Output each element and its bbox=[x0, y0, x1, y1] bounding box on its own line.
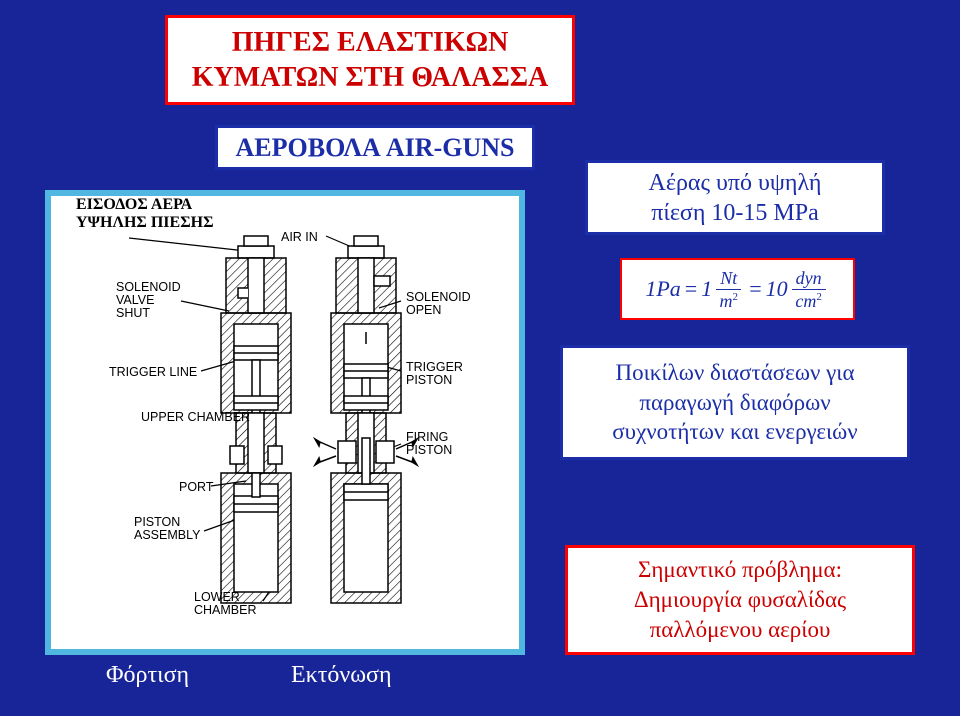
info2-line1: Ποικίλων διαστάσεων για bbox=[615, 358, 854, 388]
inlet-line1: ΕΙΣΟΔΟΣ ΑΕΡΑ bbox=[76, 196, 192, 213]
formula-eq1: = bbox=[685, 276, 697, 302]
info2-line2: παραγωγή διαφόρων bbox=[639, 388, 830, 418]
info3-line1: Σημαντικό πρόβλημα: bbox=[638, 555, 842, 585]
label-piston-assembly: PISTON ASSEMBLY bbox=[134, 516, 200, 542]
formula-num1: Nt bbox=[716, 269, 741, 290]
info1-line1: Αέρας υπό υψηλή bbox=[649, 168, 822, 198]
info-dimensions: Ποικίλων διαστάσεων για παραγωγή διαφόρω… bbox=[560, 345, 910, 460]
inlet-caption: ΕΙΣΟΔΟΣ ΑΕΡΑ ΥΨΗΛΗΣ ΠΙΕΣΗΣ bbox=[76, 196, 236, 233]
formula-one: 1 bbox=[701, 276, 712, 302]
info-pressure: Αέρας υπό υψηλή πίεση 10-15 MPa bbox=[585, 160, 885, 235]
label-lower-chamber: LOWER CHAMBER bbox=[194, 591, 257, 617]
label-trigger-line: TRIGGER LINE bbox=[109, 366, 197, 379]
label-solenoid-open: SOLENOID OPEN bbox=[406, 291, 471, 317]
airgun-svg bbox=[51, 196, 519, 649]
airgun-diagram: ΕΙΣΟΔΟΣ ΑΕΡΑ ΥΨΗΛΗΣ ΠΙΕΣΗΣ AIR IN SOLENO… bbox=[45, 190, 525, 655]
title-box: ΠΗΓΕΣ ΕΛΑΣΤΙΚΩΝ ΚΥΜΑΤΩΝ ΣΤΗ ΘΑΛΑΣΣΑ bbox=[165, 15, 575, 105]
title-line1: ΠΗΓΕΣ ΕΛΑΣΤΙΚΩΝ bbox=[232, 25, 509, 60]
label-upper-chamber: UPPER CHAMBER bbox=[141, 411, 250, 424]
formula-den1: m2 bbox=[719, 290, 738, 310]
formula-num2: dyn bbox=[792, 269, 826, 290]
caption-firing: Εκτόνωση bbox=[291, 662, 392, 689]
inlet-line2: ΥΨΗΛΗΣ ΠΙΕΣΗΣ bbox=[76, 214, 214, 231]
title-line2: ΚΥΜΑΤΩΝ ΣΤΗ ΘΑΛΑΣΣΑ bbox=[192, 60, 549, 95]
label-firing-piston: FIRING PISTON bbox=[406, 431, 452, 457]
subtitle-box: ΑΕΡΟΒΟΛΑ AIR-GUNS bbox=[215, 125, 535, 170]
formula-eq2: = bbox=[749, 276, 761, 302]
slide-root: ΠΗΓΕΣ ΕΛΑΣΤΙΚΩΝ ΚΥΜΑΤΩΝ ΣΤΗ ΘΑΛΑΣΣΑ ΑΕΡΟ… bbox=[0, 0, 960, 716]
caption-charging: Φόρτιση bbox=[106, 662, 189, 689]
info2-line3: συχνοτήτων και ενεργειών bbox=[612, 417, 857, 447]
formula-ten: 10 bbox=[766, 276, 788, 302]
formula-box: 1Pa = 1 Nt m2 = 10 dyn cm2 bbox=[620, 258, 855, 320]
label-air-in: AIR IN bbox=[281, 231, 318, 244]
formula-frac1: Nt m2 bbox=[716, 269, 741, 310]
info-problem: Σημαντικό πρόβλημα: Δημιουργία φυσαλίδας… bbox=[565, 545, 915, 655]
formula-den2: cm2 bbox=[795, 290, 822, 310]
label-trigger-piston: TRIGGER PISTON bbox=[406, 361, 463, 387]
info3-line3: παλλόμενου αερίου bbox=[650, 615, 831, 645]
info1-line2: πίεση 10-15 MPa bbox=[651, 198, 818, 228]
formula-frac2: dyn cm2 bbox=[792, 269, 826, 310]
label-solenoid-shut: SOLENOID VALVE SHUT bbox=[116, 281, 181, 320]
label-port: PORT bbox=[179, 481, 214, 494]
formula-lhs: 1Pa bbox=[645, 276, 680, 302]
info3-line2: Δημιουργία φυσαλίδας bbox=[634, 585, 846, 615]
